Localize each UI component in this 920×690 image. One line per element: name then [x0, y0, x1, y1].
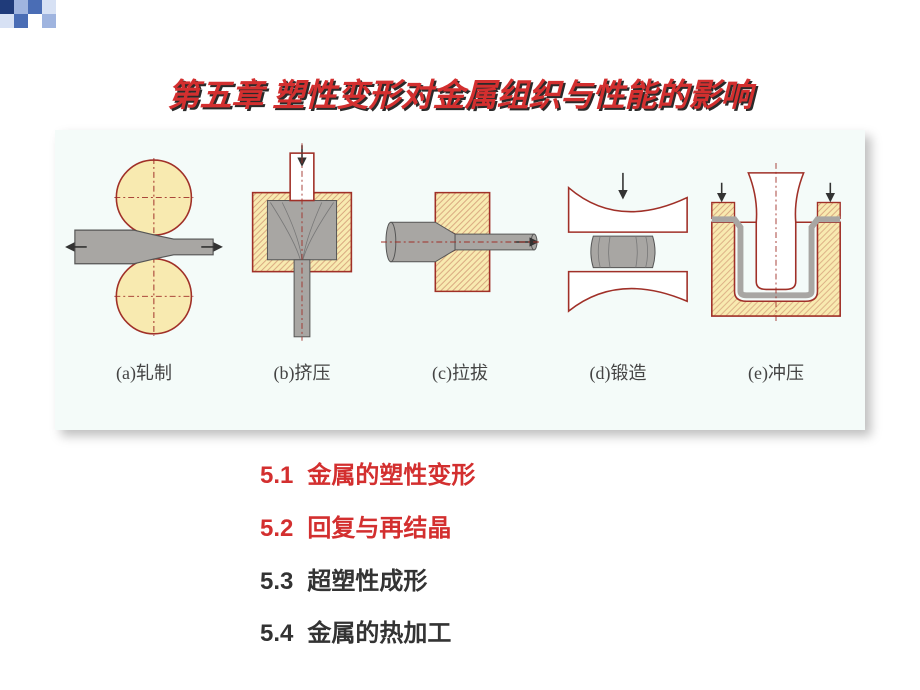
diagram-drawing [381, 142, 539, 342]
process-diagram-panel: (a)轧制 (b)挤压 (c)拉拔 (d)锻造 (e)冲压 [55, 130, 865, 430]
diagram-row [65, 142, 855, 342]
toc-num: 5.1 [260, 450, 293, 503]
toc-label: 金属的塑性变形 [307, 450, 475, 503]
toc-label: 超塑性成形 [307, 556, 427, 609]
diagram-label: (c)拉拔 [381, 359, 539, 385]
diagram-label: (e)冲压 [697, 359, 855, 385]
title-front: 第五章 塑性变形对金属组织与性能的影响 [168, 77, 753, 113]
diagram-forging [539, 142, 697, 342]
toc-label: 金属的热加工 [307, 608, 451, 661]
toc-item: 5.4 金属的热加工 [260, 608, 475, 661]
corner-decoration [0, 0, 90, 30]
section-toc: 5.1 金属的塑性变形 5.2 回复与再结晶 5.3 超塑性成形 5.4 金属的… [260, 450, 475, 661]
diagram-label: (b)挤压 [223, 359, 381, 385]
toc-num: 5.4 [260, 608, 293, 661]
chapter-title: 第五章 塑性变形对金属组织与性能的影响 第五章 塑性变形对金属组织与性能的影响 [0, 70, 920, 116]
diagram-label: (a)轧制 [65, 359, 223, 385]
toc-num: 5.3 [260, 556, 293, 609]
diagram-labels-row: (a)轧制 (b)挤压 (c)拉拔 (d)锻造 (e)冲压 [65, 359, 855, 385]
toc-item: 5.3 超塑性成形 [260, 556, 475, 609]
diagram-extrusion [223, 142, 381, 342]
toc-label: 回复与再结晶 [307, 503, 451, 556]
toc-num: 5.2 [260, 503, 293, 556]
diagram-label: (d)锻造 [539, 359, 697, 385]
toc-item: 5.1 金属的塑性变形 [260, 450, 475, 503]
diagram-stamping [697, 142, 855, 342]
toc-item: 5.2 回复与再结晶 [260, 503, 475, 556]
diagram-rolling [65, 142, 223, 342]
